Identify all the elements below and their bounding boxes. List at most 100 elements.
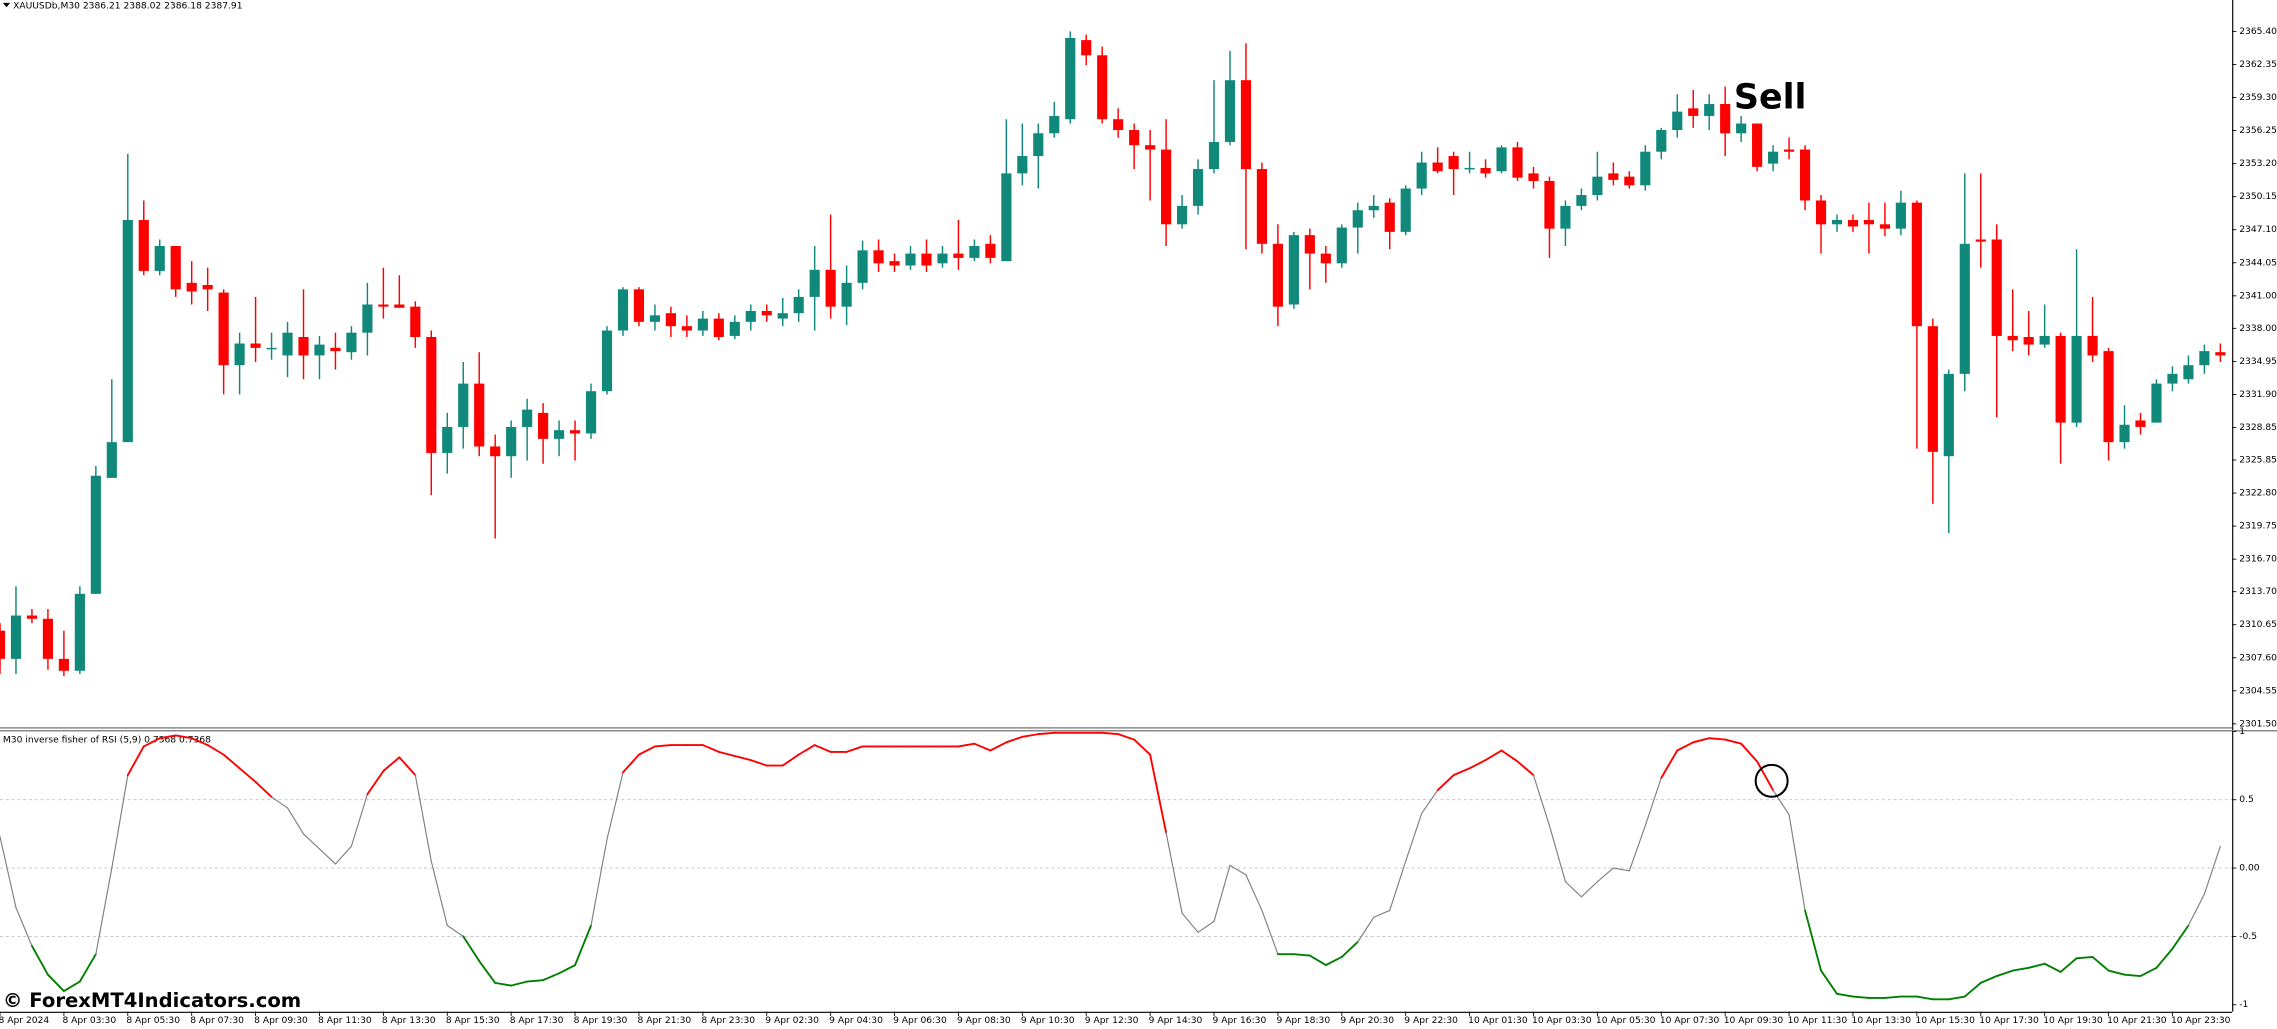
y-tick-label: 2304.55 [2239,686,2277,696]
candle-body [761,311,772,316]
candle-body [985,243,996,258]
candle-body [649,315,661,322]
candle-body [10,615,22,659]
indicator-segment [2155,947,2174,969]
indicator-segment [1548,825,1567,883]
candle-body [1592,176,1603,196]
indicator-segment [701,744,720,753]
indicator-segment [111,774,129,869]
candle-body [1544,180,1555,229]
x-tick-label: 9 Apr 04:30 [829,1016,883,1026]
candle-body [905,253,916,266]
x-tick-label: 8 Apr 17:30 [510,1016,564,1026]
indicator-segment [1405,812,1423,862]
indicator-segment [95,867,113,955]
candle-body [1640,151,1651,186]
candle-body [841,282,852,307]
indicator-segment [31,945,49,976]
candle-body [2055,335,2066,423]
candle-body [665,313,676,327]
x-tick-label: 9 Apr 06:30 [893,1016,947,1026]
candle-body [1113,119,1124,131]
candle-body [1815,200,1827,225]
candle-body [1256,169,1268,244]
indicator-segment [1740,742,1759,763]
x-tick-label: 10 Apr 21:30 [2107,1016,2167,1026]
candle-body [442,426,453,453]
candle-body [218,292,229,366]
candle-body [713,318,724,338]
indicator-segment [957,742,976,748]
x-tick-label: 9 Apr 18:30 [1276,1016,1330,1026]
indicator-segment [749,759,768,767]
indicator-segment [414,774,432,862]
indicator-segment [813,744,832,753]
candle-body [250,343,261,348]
candle-body [330,347,341,352]
x-tick-label: 8 Apr 19:30 [574,1016,628,1026]
indicator-segment [781,753,800,767]
indicator-segment [2091,955,2110,972]
indicator-segment [2043,962,2062,973]
x-tick-label: 9 Apr 02:30 [765,1016,819,1026]
candle-body [617,289,629,331]
indicator-segment [1947,995,1966,1001]
indicator-segment [1612,867,1630,872]
indicator-segment [2027,962,2046,969]
candle-body [1240,80,1252,170]
indicator-segment [2107,969,2126,976]
y-tick-label: 2353.20 [2239,159,2277,169]
candle-body [1224,80,1236,142]
candle-body [1879,224,1890,229]
candle-body [681,326,692,331]
candle-body [1368,205,1379,211]
candle-body [585,391,597,434]
x-tick-label: 9 Apr 14:30 [1149,1016,1203,1026]
indicator-segment [270,796,289,809]
candle-body [490,446,501,457]
indicator-segment [2187,893,2205,927]
indicator-segment [1724,738,1743,745]
y-tick-label: 2322.80 [2239,489,2277,499]
indicator-segment [1245,874,1263,912]
x-tick-label: 8 Apr 03:30 [62,1016,116,1026]
candle-body [1768,151,1779,164]
candle-body [90,475,101,594]
indicator-segment [350,793,368,847]
indicator-segment [638,745,656,756]
candle-body [1608,173,1619,180]
indicator-segment [78,953,97,983]
x-tick-label: 10 Apr 01:30 [1468,1016,1528,1026]
y-tick-label: 2316.70 [2239,555,2277,565]
candle-body [154,245,165,271]
y-tick-label: 2356.25 [2239,126,2277,136]
candle-body [74,593,85,671]
indicator-segment [1213,864,1231,922]
indicator-segment [366,770,385,796]
x-tick-label: 8 Apr 15:30 [446,1016,500,1026]
y-tick-label: 2338.00 [2239,324,2277,334]
x-tick-label: 10 Apr 23:30 [2171,1016,2231,1026]
indicator-segment [1804,909,1822,972]
indicator-segment [1261,909,1279,955]
x-tick-label: 8 Apr 2024 [0,1016,49,1026]
candle-body [1400,188,1411,232]
candle-body [2183,365,2194,380]
candle-body [2167,373,2178,384]
indicator-segment [1197,920,1215,933]
candle-body [106,442,117,478]
indicator-segment [254,781,273,798]
indicator-segment [1229,864,1247,876]
candle-body [2023,337,2034,345]
candle-body [554,430,565,439]
candle-body [793,296,804,314]
candle-body [1352,210,1363,228]
x-tick-label: 10 Apr 11:30 [1788,1016,1848,1026]
indicator-segment [2011,966,2030,972]
candle-body [1512,147,1523,178]
y-tick-label: 2365.40 [2239,27,2277,37]
indicator-segment [142,737,161,748]
candle-body [474,383,485,447]
indicator-segment [1373,909,1391,918]
